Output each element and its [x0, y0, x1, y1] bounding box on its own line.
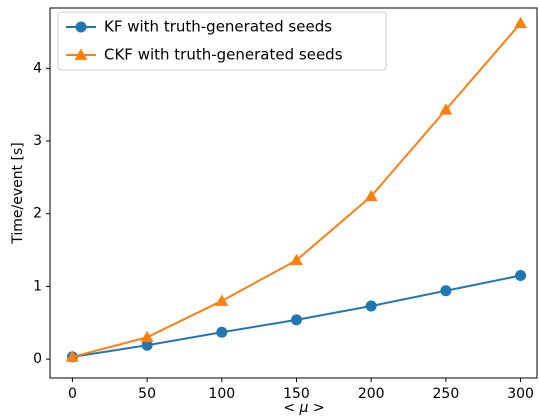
marker	[515, 270, 527, 282]
y-tick-label: 3	[33, 133, 42, 149]
plot-frame	[49, 7, 538, 379]
marker	[216, 326, 228, 338]
x-tick-label: 150	[283, 386, 310, 402]
y-tick-label: 2	[33, 206, 42, 222]
marker	[439, 103, 453, 115]
marker	[365, 300, 377, 312]
y-tick-label: 0	[33, 351, 42, 367]
x-axis-label: < μ >	[283, 400, 324, 416]
x-tick-label: 300	[507, 386, 534, 402]
x-tick-label: 100	[208, 386, 235, 402]
marker	[65, 350, 79, 362]
marker	[290, 314, 302, 326]
legend-box	[57, 11, 387, 71]
marker	[74, 48, 88, 60]
x-tick-label: 0	[68, 386, 77, 402]
series-line	[72, 22, 522, 358]
marker	[514, 16, 528, 29]
y-axis-label: Time/event [s]	[10, 142, 26, 245]
marker	[215, 294, 229, 306]
marker	[75, 21, 87, 33]
marker	[140, 330, 154, 343]
y-tick-label: 4	[33, 60, 42, 76]
y-tick-label: 1	[33, 278, 42, 294]
x-tick-label: 250	[433, 386, 460, 402]
x-tick-label: 200	[358, 386, 385, 402]
marker	[141, 339, 153, 351]
marker	[289, 253, 303, 266]
legend-label: KF with truth-generated seeds	[104, 18, 332, 36]
marker	[364, 189, 378, 202]
marker	[440, 285, 452, 297]
x-tick-label: 50	[138, 386, 156, 402]
legend-label: CKF with truth-generated seeds	[104, 46, 343, 64]
